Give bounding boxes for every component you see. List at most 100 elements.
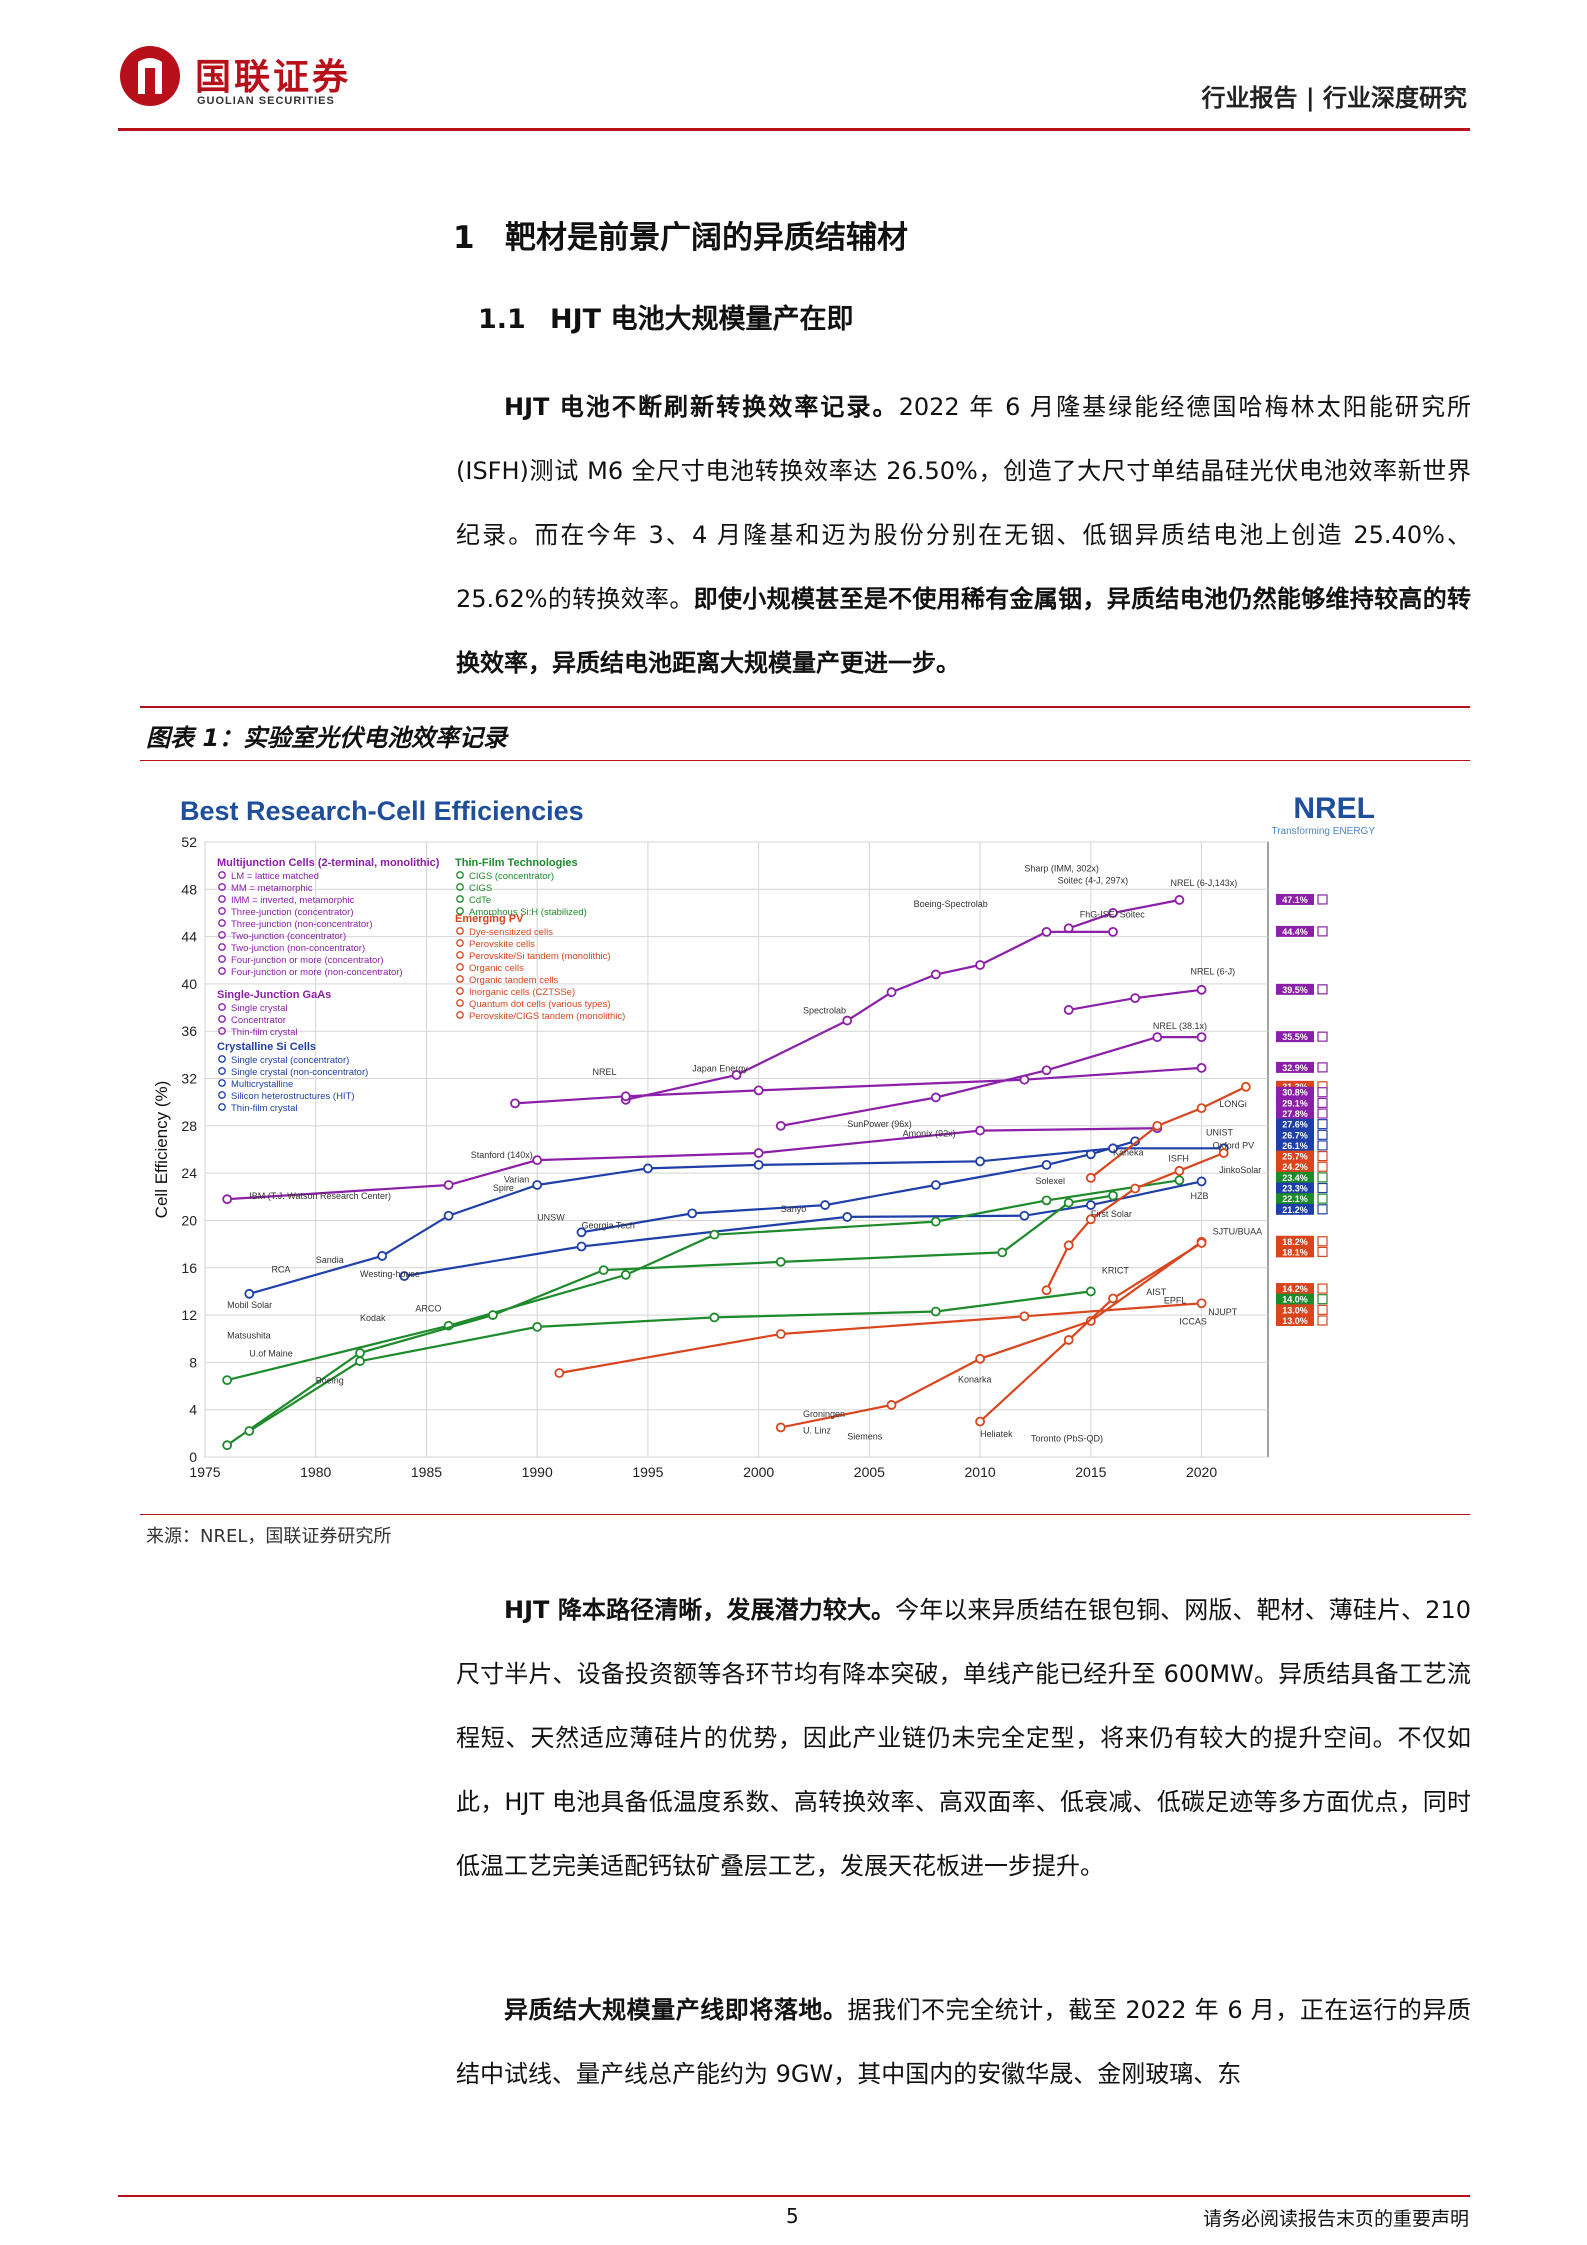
- footer-divider: [118, 2195, 1470, 2197]
- record-badge-label: 24.2%: [1282, 1162, 1308, 1172]
- paragraph-lead: HJT 降本路径清晰，发展潜力较大。: [504, 1596, 896, 1624]
- data-point: [975, 960, 986, 970]
- legend-item: Dye-sensitized cells: [469, 927, 553, 938]
- data-point: [1130, 993, 1141, 1004]
- y-tick-label: 40: [181, 976, 197, 992]
- record-badge-label: 29.1%: [1282, 1098, 1308, 1108]
- data-point: [1041, 1285, 1052, 1296]
- chart-annotation: Kodak: [360, 1313, 386, 1323]
- record-badge: [1276, 1118, 1314, 1130]
- record-badge-label: 44.4%: [1282, 927, 1308, 937]
- legend-marker: [218, 871, 226, 879]
- data-point: [1063, 1240, 1074, 1251]
- record-badge-marker: [1317, 1119, 1328, 1130]
- y-tick-label: 4: [189, 1402, 197, 1418]
- record-badge-label: 25.7%: [1282, 1152, 1308, 1162]
- data-point: [753, 1159, 764, 1170]
- series-line: [226, 1194, 1114, 1447]
- record-badge: [1276, 1193, 1314, 1205]
- record-badge-marker: [1317, 1129, 1328, 1140]
- legend-marker: [218, 907, 226, 915]
- record-badge: [1276, 925, 1314, 937]
- x-tick-label: 1995: [632, 1464, 663, 1480]
- chart-annotation: Stanford (140x): [471, 1150, 533, 1160]
- subsection-title: HJT 电池大规模量产在即: [550, 304, 854, 335]
- legend-item: Organic tandem cells: [469, 975, 558, 986]
- record-badge: [1276, 1182, 1314, 1194]
- data-point: [1196, 1238, 1207, 1248]
- record-badge-marker: [1317, 1236, 1328, 1247]
- data-point: [1019, 1210, 1030, 1221]
- record-badge-marker: [1317, 1031, 1328, 1042]
- data-point: [930, 1092, 941, 1103]
- data-point: [1196, 1032, 1207, 1043]
- legend-marker: [218, 1079, 226, 1087]
- legend-item: Two-junction (non-concentrator): [231, 943, 365, 954]
- legend-marker: [456, 939, 464, 947]
- data-point: [1196, 1062, 1207, 1073]
- y-tick-label: 0: [189, 1449, 197, 1465]
- data-point: [1196, 1176, 1207, 1187]
- data-point: [399, 1271, 410, 1281]
- legend-marker: [456, 871, 464, 879]
- record-badge-marker: [1317, 894, 1328, 905]
- legend-marker: [218, 1091, 226, 1099]
- record-badge-marker: [1317, 1087, 1328, 1098]
- legend-marker: [456, 883, 464, 891]
- paragraph-mass-production: 异质结大规模量产线即将落地。据我们不完全统计，截至 2022 年 6 月，正在运…: [456, 1978, 1471, 2106]
- legend-marker: [218, 955, 226, 963]
- chart-annotation: Boeing: [316, 1376, 344, 1386]
- chart-annotation: JinkoSolar: [1219, 1165, 1261, 1175]
- chart-annotation: Konarka: [958, 1374, 992, 1384]
- section-number: 1: [453, 220, 475, 256]
- y-tick-label: 32: [181, 1071, 197, 1087]
- data-point: [244, 1288, 255, 1299]
- legend-marker: [218, 919, 226, 927]
- legend-group-title: Single-Junction GaAs: [217, 989, 331, 1001]
- series-line: [248, 1290, 1091, 1432]
- report-type-label: 行业报告 | 行业深度研究: [1201, 84, 1467, 112]
- record-badge-marker: [1317, 1204, 1328, 1215]
- figure-bottom-rule: [140, 1514, 1470, 1515]
- record-badge: [1276, 1314, 1314, 1326]
- legend-item: CIGS (concentrator): [469, 871, 554, 882]
- y-tick-label: 12: [181, 1307, 197, 1323]
- data-point: [842, 1015, 853, 1026]
- data-point: [1108, 926, 1118, 937]
- chart-title: Best Research-Cell Efficiencies: [180, 796, 584, 826]
- record-badge-marker: [1317, 1172, 1328, 1183]
- record-badge: [1276, 1108, 1314, 1120]
- legend-marker: [456, 987, 464, 995]
- record-badge: [1276, 1246, 1314, 1258]
- data-point: [1041, 926, 1052, 937]
- figure-title-rule: [140, 760, 1470, 761]
- record-badge-label: 32.9%: [1282, 1063, 1308, 1073]
- chart-annotation: Heliatek: [980, 1429, 1013, 1439]
- data-point: [1174, 1175, 1185, 1186]
- chart-annotation: KRICT: [1102, 1266, 1130, 1276]
- legend-item: Two-junction (concentrator): [231, 931, 346, 942]
- data-point: [975, 1416, 986, 1427]
- x-tick-label: 2000: [743, 1464, 774, 1480]
- data-point: [709, 1312, 720, 1323]
- chart-annotation: Westing-house: [360, 1269, 420, 1279]
- record-badge: [1276, 1161, 1314, 1173]
- data-point: [930, 1216, 941, 1227]
- record-badge: [1276, 1283, 1314, 1295]
- data-point: [1085, 1200, 1096, 1210]
- record-badge-marker: [1317, 1161, 1328, 1172]
- company-logo-text: 国联证券: [195, 57, 352, 98]
- record-badge-label: 18.1%: [1282, 1247, 1308, 1257]
- legend-group-title: Multijunction Cells (2-terminal, monolit…: [217, 857, 440, 869]
- record-badge-marker: [1317, 1062, 1328, 1073]
- y-tick-label: 48: [181, 881, 197, 897]
- legend: Multijunction Cells (2-terminal, monolit…: [217, 857, 625, 1114]
- record-badge: [1276, 1031, 1314, 1043]
- section-heading: 1 靶材是前景广阔的异质结辅材: [453, 212, 908, 257]
- figure-title: 图表 1：实验室光伏电池效率记录: [146, 724, 508, 752]
- data-point: [1152, 1032, 1163, 1043]
- legend-item: Perovskite/Si tandem (monolithic): [469, 951, 611, 962]
- header-divider: [118, 128, 1470, 131]
- record-badge: [1276, 893, 1314, 905]
- data-point: [820, 1200, 830, 1210]
